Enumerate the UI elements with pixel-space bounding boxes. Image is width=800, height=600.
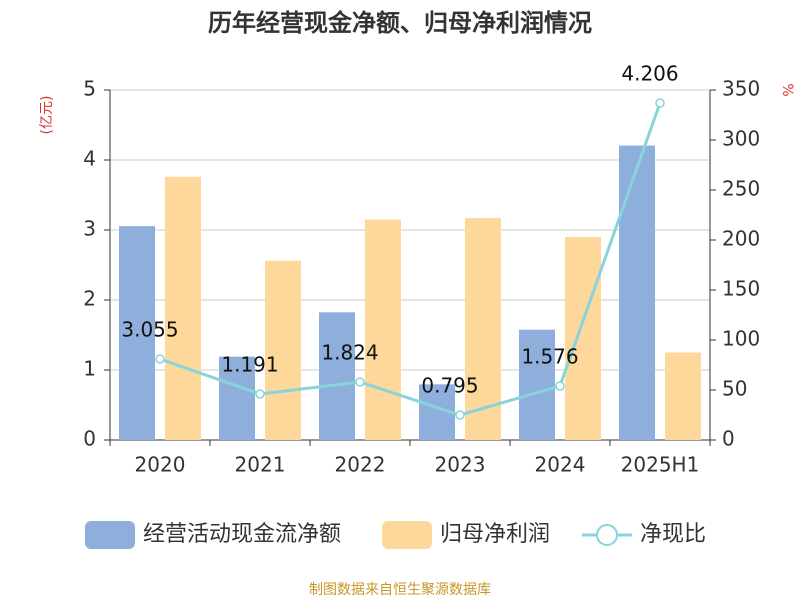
legend-label: 净现比 (640, 522, 706, 547)
bar (319, 312, 355, 440)
y-tick-label: 0 (83, 427, 96, 451)
bar (365, 219, 401, 440)
x-tick-label: 2021 (235, 453, 286, 477)
x-tick-label: 2024 (535, 453, 586, 477)
y-tick-label: 1 (83, 357, 96, 381)
legend-swatch (596, 524, 618, 546)
legend-swatch (382, 521, 432, 549)
bar (265, 260, 301, 440)
x-tick-label: 2025H1 (621, 453, 700, 477)
bar (119, 226, 155, 440)
legend-label: 经营活动现金流净额 (143, 522, 341, 547)
y2-tick-label: 250 (722, 177, 760, 201)
data-label: 1.576 (521, 345, 578, 369)
y2-tick-label: 0 (722, 427, 735, 451)
line-point (455, 410, 465, 420)
line-point (155, 354, 165, 364)
y2-tick-label: 350 (722, 77, 760, 101)
source-note: 制图数据来自恒生聚源数据库 (309, 582, 491, 598)
bar (619, 145, 655, 440)
y-tick-label: 5 (83, 77, 96, 101)
x-tick-label: 2022 (335, 453, 386, 477)
data-label: 1.191 (221, 353, 278, 377)
bar (565, 237, 601, 440)
line-point (355, 377, 365, 387)
bar (219, 356, 255, 440)
y-tick-label: 2 (83, 287, 96, 311)
data-label: 3.055 (121, 318, 178, 342)
y-tick-label: 3 (83, 217, 96, 241)
y2-tick-label: 200 (722, 227, 760, 251)
legend-label: 归母净利润 (440, 522, 550, 547)
bar (519, 329, 555, 440)
legend-swatch (85, 521, 135, 549)
data-label: 1.824 (321, 341, 378, 365)
data-label: 0.795 (421, 374, 478, 398)
line (159, 102, 662, 417)
y2-axis-label: % (779, 83, 795, 96)
y2-tick-label: 150 (722, 277, 760, 301)
line-point (255, 389, 265, 399)
data-label: 4.206 (621, 62, 678, 86)
bar (665, 352, 701, 440)
y2-tick-label: 300 (722, 127, 760, 151)
x-tick-label: 2023 (435, 453, 486, 477)
y2-tick-label: 50 (722, 377, 747, 401)
y-axis-label: (亿元) (39, 96, 55, 135)
bar (165, 176, 201, 441)
y-tick-label: 4 (83, 147, 96, 171)
x-tick-label: 2020 (135, 453, 186, 477)
y2-tick-label: 100 (722, 327, 760, 351)
bar (465, 218, 501, 440)
chart-title: 历年经营现金净额、归母净利润情况 (208, 9, 592, 37)
line-point (555, 381, 565, 391)
line-point (655, 98, 665, 108)
